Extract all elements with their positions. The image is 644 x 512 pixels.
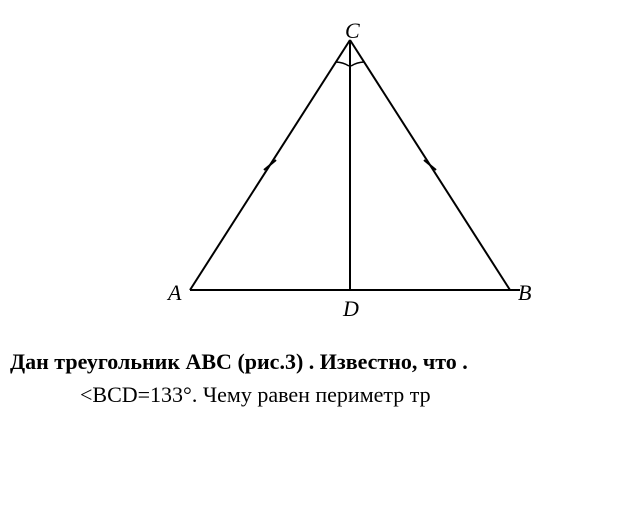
triangle-svg bbox=[160, 20, 540, 320]
label-c: C bbox=[345, 18, 360, 44]
problem-text: Дан треугольник АВС (рис.3) . Известно, … bbox=[10, 345, 634, 411]
text-line-1: Дан треугольник АВС (рис.3) . Известно, … bbox=[10, 345, 634, 378]
angle-arc-acd bbox=[336, 62, 349, 66]
triangle-diagram: A B C D bbox=[160, 20, 540, 320]
angle-arc-dcb bbox=[351, 62, 364, 66]
label-a: A bbox=[168, 280, 181, 306]
label-d: D bbox=[343, 296, 359, 322]
text-line-2: <BCD=133°. Чему равен периметр тр bbox=[10, 378, 634, 411]
tick-cb bbox=[424, 160, 436, 170]
tick-ac bbox=[264, 160, 276, 170]
label-b: B bbox=[518, 280, 531, 306]
